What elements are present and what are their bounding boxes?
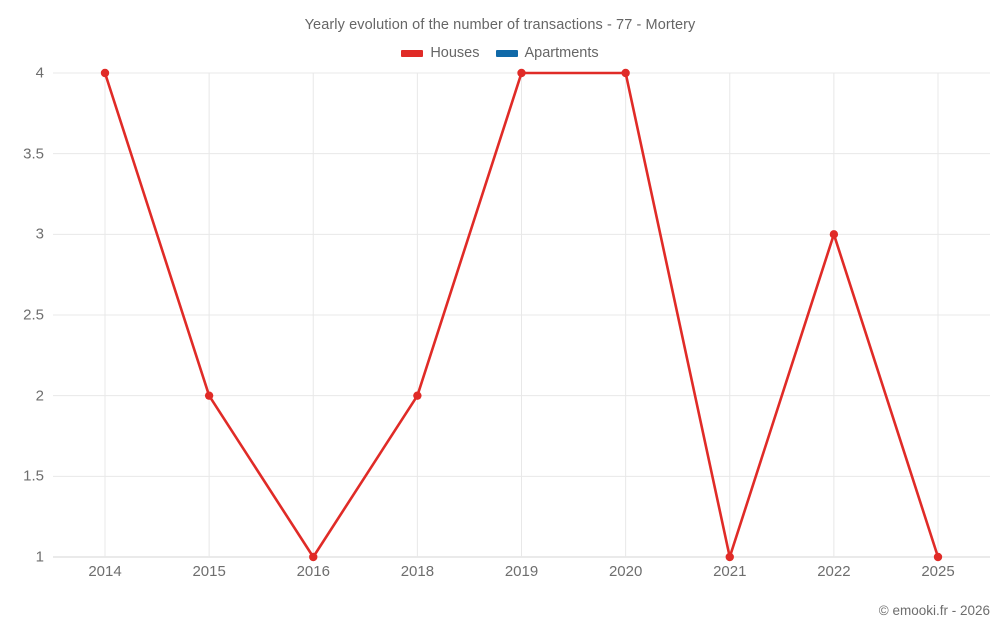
- data-point-houses: [204, 391, 214, 400]
- y-axis-tick: 2.5: [23, 306, 44, 324]
- legend-swatch-apartments: [495, 49, 518, 57]
- data-point-houses: [413, 391, 422, 400]
- y-axis-tick: 1.5: [23, 467, 44, 485]
- data-point-houses: [621, 68, 630, 78]
- data-point-houses: [933, 552, 943, 562]
- x-axis-tick: 2022: [817, 563, 851, 580]
- plot-area: [53, 68, 990, 562]
- plot-canvas: [53, 68, 990, 562]
- copyright-credit: © emooki.fr - 2026: [878, 603, 990, 618]
- data-point-houses: [309, 552, 318, 562]
- legend-label-apartments: Apartments: [524, 45, 599, 61]
- y-axis-tick: 4: [35, 64, 44, 82]
- chart-title: Yearly evolution of the number of transa…: [304, 17, 696, 33]
- data-point-houses: [829, 230, 839, 239]
- legend-swatch-houses: [401, 49, 424, 57]
- y-axis-tick: 3.5: [23, 145, 44, 163]
- x-axis-tick: 2019: [504, 563, 539, 580]
- data-point-houses: [100, 68, 110, 78]
- y-axis-tick-labels: 1 1.5 2 2.5 3 3.5 4: [0, 65, 44, 566]
- chart-legend: Houses Apartments: [0, 45, 1000, 61]
- y-axis-tick: 3: [35, 225, 44, 243]
- data-point-houses: [725, 552, 734, 562]
- x-axis-tick: 2020: [608, 563, 643, 580]
- y-axis-tick: 1: [35, 548, 44, 566]
- x-axis-tick: 2018: [400, 563, 435, 580]
- x-axis-tick-labels: 2014 2015 2016 2018 2019 2020 2021 2022 2025: [53, 563, 990, 587]
- x-axis-tick: 2021: [713, 563, 747, 580]
- legend-item-apartments[interactable]: Apartments: [495, 45, 599, 61]
- x-axis-tick: 2016: [296, 563, 330, 580]
- legend-label-houses: Houses: [430, 45, 480, 61]
- x-axis-tick: 2014: [88, 563, 122, 580]
- legend-item-houses[interactable]: Houses: [401, 45, 480, 61]
- x-axis-tick: 2025: [921, 563, 955, 580]
- y-axis-tick: 2: [35, 387, 44, 405]
- data-point-houses: [517, 68, 526, 78]
- x-axis-tick: 2015: [192, 563, 226, 580]
